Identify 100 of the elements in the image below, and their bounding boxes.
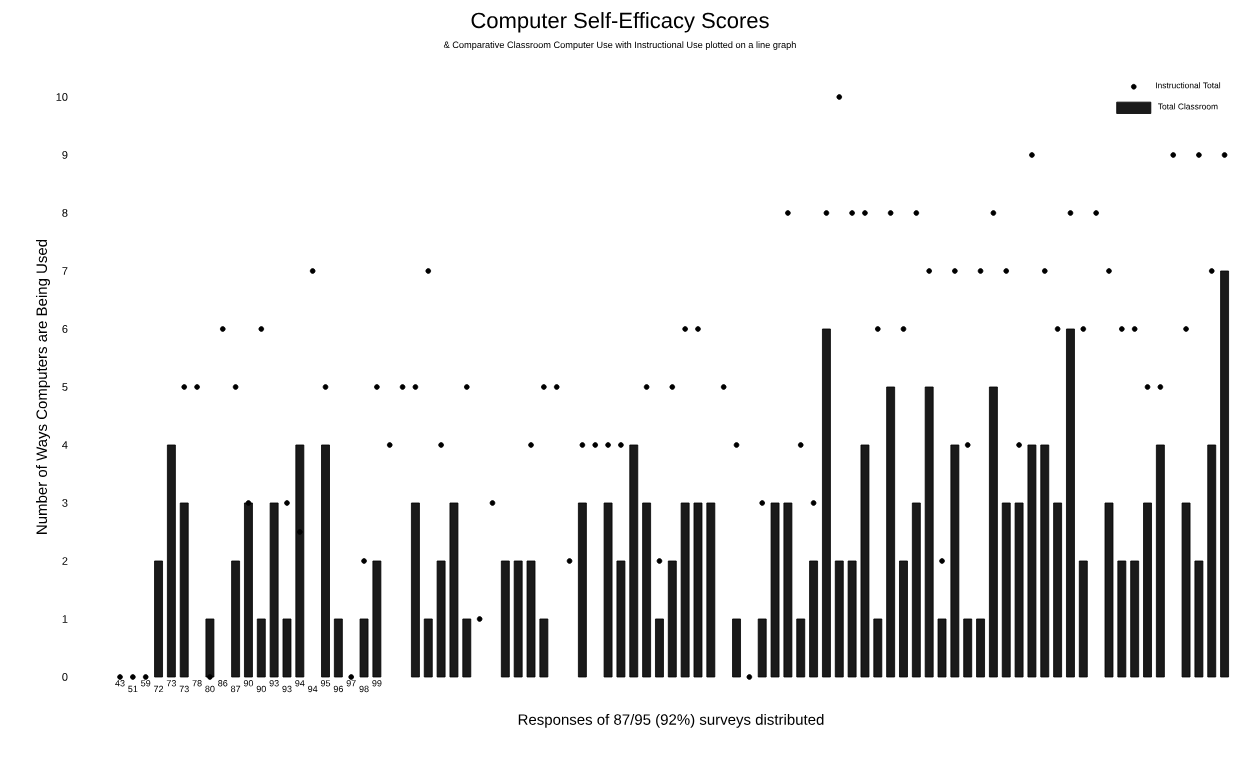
bar [1207, 444, 1217, 678]
bar [333, 618, 343, 678]
y-tick-label: 5 [62, 383, 68, 391]
y-tick-label: 4 [62, 441, 68, 449]
bar [693, 502, 703, 678]
bar [860, 444, 870, 678]
bar [1078, 560, 1088, 678]
x-tick-label: 43 [115, 680, 125, 687]
bar [577, 502, 587, 678]
bar [963, 618, 973, 678]
bar [834, 560, 844, 678]
bar [873, 618, 883, 678]
bar [809, 560, 818, 678]
x-tick-label: 93 [282, 685, 292, 693]
bar [411, 502, 420, 678]
bar [462, 618, 472, 678]
x-tick-label: 96 [333, 685, 343, 693]
bar [924, 386, 934, 678]
bar [847, 560, 857, 678]
x-tick-label: 86 [218, 680, 228, 687]
bar [783, 502, 793, 678]
x-tick-label: 90 [243, 680, 254, 687]
bar [231, 560, 241, 678]
y-tick-label: 1 [62, 615, 68, 623]
bar [1194, 560, 1204, 678]
bar [899, 560, 908, 678]
bar [359, 618, 369, 678]
bar [937, 618, 947, 678]
bar [1220, 270, 1229, 678]
bar [205, 618, 215, 678]
y-axis-title: Number of Ways Computers are Being Used [36, 239, 50, 534]
x-tick-label: 94 [295, 680, 305, 687]
chart-subtitle: & Comparative Classroom Computer Use with Instructional Use plotted on a line graph [443, 41, 796, 50]
x-tick-label: 73 [166, 680, 176, 687]
bar [539, 618, 549, 678]
bar [372, 560, 382, 678]
bar [1027, 444, 1037, 678]
x-tick-label: 90 [256, 685, 266, 693]
y-tick-label: 9 [62, 151, 68, 159]
y-tick-label: 2 [62, 557, 68, 565]
bar [1117, 560, 1127, 678]
bar [179, 502, 189, 678]
bar [449, 502, 459, 678]
y-tick-label: 10 [56, 93, 68, 101]
bar [1104, 502, 1114, 678]
x-tick-label: 97 [346, 680, 356, 687]
bar [757, 618, 767, 678]
bar [706, 502, 716, 678]
x-tick-label: 73 [179, 685, 189, 693]
x-tick-label: 93 [269, 680, 279, 687]
x-tick-label: 94 [308, 685, 318, 693]
bar [1181, 502, 1191, 678]
bar [667, 560, 677, 678]
y-tick-label: 7 [62, 267, 68, 275]
x-tick-label: 95 [320, 680, 331, 687]
bar [1155, 444, 1165, 678]
bar [732, 618, 741, 678]
x-axis-title: Responses of 87/95 (92%) surveys distributed [518, 713, 824, 728]
bar [642, 502, 652, 678]
bar [166, 444, 176, 678]
bar [886, 386, 896, 678]
bar [680, 502, 690, 678]
bar [770, 502, 780, 678]
bar [423, 618, 433, 678]
bar [526, 560, 536, 678]
bar [154, 560, 163, 678]
bar [1040, 444, 1050, 678]
x-tick-label: 72 [154, 685, 164, 693]
y-tick-label: 8 [62, 209, 68, 217]
x-tick-label: 98 [359, 685, 369, 693]
bar [1066, 328, 1075, 678]
bar [295, 444, 305, 678]
bar [1143, 502, 1152, 678]
y-tick-label: 6 [62, 325, 68, 333]
bar [256, 618, 266, 678]
y-tick-label: 3 [62, 499, 68, 507]
bar [822, 328, 831, 678]
x-tick-label: 80 [205, 685, 215, 693]
legend-label: Instructional Total [1156, 82, 1221, 89]
bar [911, 502, 921, 678]
x-tick-label: 59 [141, 680, 151, 687]
legend-label: Total Classroom [1158, 103, 1218, 110]
bar [500, 560, 510, 678]
x-tick-label: 78 [192, 680, 202, 687]
bar [603, 502, 613, 678]
bar [1053, 502, 1063, 678]
bar [321, 444, 330, 678]
bar [950, 444, 960, 678]
chart-title: Computer Self-Efficacy Scores [471, 12, 769, 33]
bar [1001, 502, 1011, 678]
bar [269, 502, 279, 678]
bar [616, 560, 626, 678]
bar [655, 618, 664, 678]
y-tick-label: 0 [62, 673, 68, 681]
bar [1130, 560, 1140, 678]
bar [282, 618, 292, 678]
bar [513, 560, 523, 678]
x-tick-label: 87 [230, 685, 241, 693]
bar [436, 560, 446, 678]
bar [1014, 502, 1024, 678]
